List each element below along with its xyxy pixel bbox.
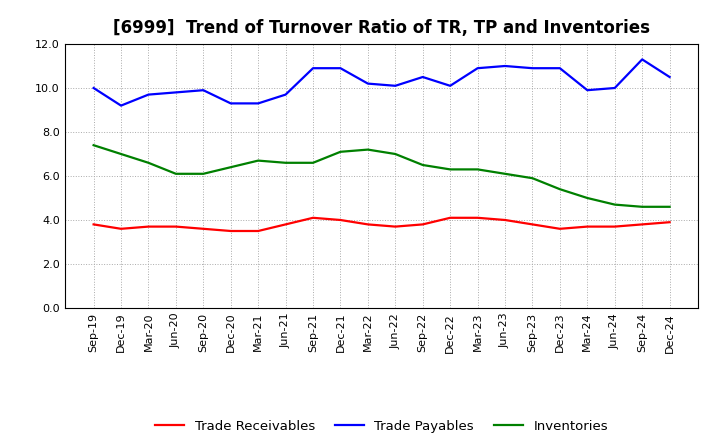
Trade Payables: [144, 92, 153, 97]
Inventories: [500, 171, 509, 176]
Inventories: [199, 171, 207, 176]
Inventories: [364, 147, 372, 152]
Trade Receivables: [391, 224, 400, 229]
Trade Payables: [391, 83, 400, 88]
Trade Payables: [282, 92, 290, 97]
Inventories: [446, 167, 454, 172]
Trade Payables: [199, 88, 207, 93]
Trade Receivables: [473, 215, 482, 220]
Trade Payables: [528, 66, 537, 71]
Inventories: [89, 143, 98, 148]
Trade Receivables: [117, 226, 125, 231]
Inventories: [254, 158, 263, 163]
Inventories: [611, 202, 619, 207]
Trade Payables: [309, 66, 318, 71]
Inventories: [171, 171, 180, 176]
Trade Receivables: [254, 228, 263, 234]
Trade Payables: [665, 74, 674, 80]
Trade Receivables: [638, 222, 647, 227]
Trade Payables: [254, 101, 263, 106]
Trade Payables: [418, 74, 427, 80]
Trade Receivables: [364, 222, 372, 227]
Trade Receivables: [418, 222, 427, 227]
Trade Payables: [611, 85, 619, 91]
Inventories: [282, 160, 290, 165]
Title: [6999]  Trend of Turnover Ratio of TR, TP and Inventories: [6999] Trend of Turnover Ratio of TR, TP…: [113, 19, 650, 37]
Trade Receivables: [500, 217, 509, 223]
Trade Payables: [556, 66, 564, 71]
Inventories: [336, 149, 345, 154]
Inventories: [391, 151, 400, 157]
Trade Payables: [89, 85, 98, 91]
Inventories: [226, 165, 235, 170]
Trade Receivables: [665, 220, 674, 225]
Inventories: [144, 160, 153, 165]
Trade Receivables: [446, 215, 454, 220]
Inventories: [556, 187, 564, 192]
Trade Receivables: [282, 222, 290, 227]
Trade Payables: [583, 88, 592, 93]
Trade Payables: [473, 66, 482, 71]
Trade Payables: [500, 63, 509, 69]
Trade Payables: [117, 103, 125, 108]
Trade Payables: [364, 81, 372, 86]
Trade Receivables: [611, 224, 619, 229]
Trade Receivables: [583, 224, 592, 229]
Inventories: [638, 204, 647, 209]
Trade Payables: [226, 101, 235, 106]
Trade Payables: [171, 90, 180, 95]
Line: Trade Receivables: Trade Receivables: [94, 218, 670, 231]
Inventories: [583, 195, 592, 201]
Trade Receivables: [144, 224, 153, 229]
Trade Receivables: [89, 222, 98, 227]
Legend: Trade Receivables, Trade Payables, Inventories: Trade Receivables, Trade Payables, Inven…: [150, 415, 613, 439]
Line: Inventories: Inventories: [94, 145, 670, 207]
Inventories: [309, 160, 318, 165]
Inventories: [665, 204, 674, 209]
Inventories: [117, 151, 125, 157]
Inventories: [473, 167, 482, 172]
Inventories: [418, 162, 427, 168]
Trade Receivables: [309, 215, 318, 220]
Trade Payables: [638, 57, 647, 62]
Inventories: [528, 176, 537, 181]
Trade Receivables: [199, 226, 207, 231]
Trade Receivables: [556, 226, 564, 231]
Trade Receivables: [528, 222, 537, 227]
Line: Trade Payables: Trade Payables: [94, 59, 670, 106]
Trade Receivables: [171, 224, 180, 229]
Trade Payables: [336, 66, 345, 71]
Trade Receivables: [336, 217, 345, 223]
Trade Receivables: [226, 228, 235, 234]
Trade Payables: [446, 83, 454, 88]
